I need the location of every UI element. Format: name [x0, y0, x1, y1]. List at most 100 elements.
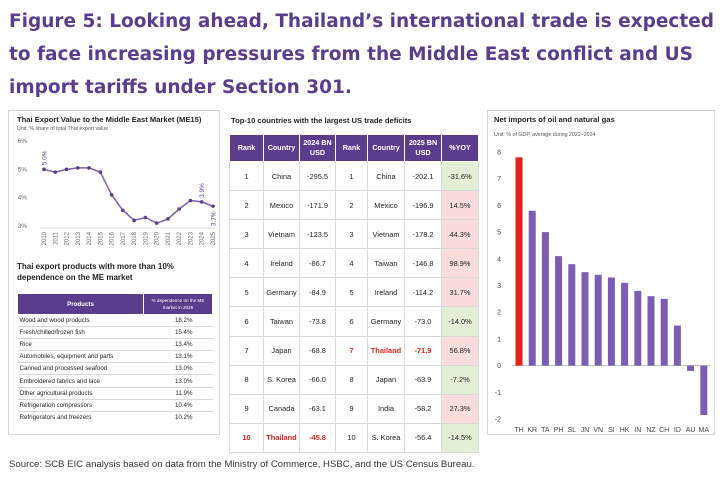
y-tick-label: 3% — [18, 223, 28, 230]
value-2025-cell: -63.9 — [404, 364, 442, 395]
rank-2025-cell: 4 — [335, 248, 368, 279]
y-tick-label: 6% — [18, 138, 28, 145]
table-row: Embroidered fabrics and lace 13.0% — [17, 374, 213, 388]
x-tick-label: JN — [581, 427, 590, 434]
table-row: Rice 13.4% — [17, 338, 213, 351]
yoy-change-cell: -14.0% — [441, 306, 479, 337]
country-2025-cell: Thailand — [367, 335, 405, 366]
rank-2024-cell: 9 — [229, 393, 264, 424]
rank-2025-cell: 7 — [335, 335, 368, 366]
bar — [568, 264, 576, 366]
bar — [621, 282, 629, 366]
x-tick-label: 2022 — [177, 231, 183, 245]
country-2024-cell: China — [263, 160, 300, 192]
x-tick-label: 2016 — [110, 231, 116, 245]
rank-2024-cell: 4 — [229, 248, 264, 279]
rank-2025-cell: 10 — [335, 422, 368, 453]
bar — [700, 365, 708, 415]
value-2024-cell: -84.9 — [299, 277, 336, 308]
rank-2025-cell: 1 — [335, 160, 368, 192]
product-dependence: 13.0% — [143, 362, 213, 375]
table-row: 6 Taiwan -73.8 6 Germany -73.0 -14.0% — [229, 306, 479, 337]
bar — [660, 298, 668, 366]
yoy-change-cell: 98.9% — [441, 248, 479, 279]
yoy-change-cell: 31.7% — [441, 277, 479, 308]
bar — [634, 290, 642, 366]
x-tick-label: CH — [659, 427, 669, 434]
country-2025-cell: Ireland — [367, 277, 405, 308]
country-2025-cell: India — [367, 393, 405, 424]
data-point — [64, 167, 69, 172]
y-tick-label: 4 — [497, 256, 501, 263]
data-point — [177, 207, 181, 211]
rank-2024-header: Rank — [229, 134, 264, 162]
value-2025-cell: -202.1 — [404, 160, 442, 192]
country-2024-cell: Japan — [263, 335, 300, 366]
deficit-table-title: Top-10 countries with the largest US tra… — [231, 116, 412, 125]
country-2024-cell: Canada — [263, 393, 300, 424]
value-2024-cell: -66.0 — [299, 364, 336, 395]
value-2025-cell: -56.4 — [404, 422, 442, 453]
value-2025-cell: -196.9 — [404, 190, 442, 221]
value-2024-header: 2024 BN USD — [299, 134, 336, 162]
x-tick-label: 2013 — [76, 231, 82, 245]
data-point — [199, 200, 204, 204]
country-2025-cell: Mexico — [367, 190, 405, 221]
value-2024-cell: -171.9 — [299, 190, 336, 221]
value-2024-cell: -63.1 — [299, 393, 336, 424]
data-point — [42, 167, 46, 172]
product-name: Refrigerators and freezers — [17, 410, 144, 424]
y-tick-label: 4% — [18, 195, 28, 202]
bar — [647, 296, 655, 366]
x-tick-label: 2010 — [42, 231, 48, 245]
x-tick-label: 2020 — [155, 231, 161, 245]
figure-title: Figure 5: Looking ahead, Thailand’s inte… — [9, 11, 715, 98]
product-name: Wood and wood products — [17, 313, 144, 327]
x-tick-label: 2019 — [143, 231, 149, 245]
x-tick-label: PH — [554, 427, 564, 434]
value-2024-cell: -86.7 — [299, 248, 336, 279]
table-row: 1 China -295.5 1 China -202.1 -31.6% — [229, 160, 479, 192]
country-2024-cell: Thailand — [263, 422, 300, 453]
bar-chart-unit: Unit: % of GDP, average during 2022–2024 — [494, 132, 596, 138]
value-2025-cell: -58.2 — [404, 393, 442, 424]
table-row: 4 Ireland -86.7 4 Taiwan -146.8 98.9% — [229, 248, 479, 279]
yoy-change-cell: -7.2% — [441, 364, 479, 395]
table-row: Wood and wood products 18.2% — [17, 313, 213, 327]
country-2024-cell: Ireland — [263, 248, 300, 279]
product-dependence: 13.4% — [143, 338, 213, 351]
y-tick-label: 5% — [18, 166, 28, 173]
data-point — [121, 208, 125, 213]
y-tick-label: 1 — [497, 336, 501, 343]
yoy-change-cell: 44.3% — [441, 219, 479, 250]
country-2024-cell: Mexico — [263, 190, 300, 221]
x-tick-label: ID — [674, 427, 681, 434]
table-row: Other agricultural products 11.9% — [17, 386, 213, 400]
data-label: 5.0% — [42, 150, 49, 165]
x-tick-label: NZ — [646, 427, 656, 434]
bar — [541, 232, 549, 366]
x-tick-label: IN — [634, 427, 641, 434]
bar — [594, 274, 602, 366]
rank-2024-cell: 3 — [229, 219, 264, 250]
yoy-change-cell: -31.6% — [441, 160, 479, 192]
product-dependence: 15.4% — [143, 326, 213, 339]
yoy-header: %YOY — [441, 134, 479, 162]
x-tick-label: 2021 — [166, 231, 172, 245]
country-2025-header: Country — [367, 134, 405, 162]
series-line — [43, 167, 214, 224]
table-row: 7 Japan -68.8 7 Thailand -71.9 56.8% — [229, 335, 479, 366]
x-tick-label: VN — [593, 427, 603, 434]
x-tick-label: TH — [514, 427, 523, 434]
oil-gas-panel: Net imports of oil and natural gas Unit:… — [487, 110, 715, 435]
x-tick-label: 2018 — [132, 231, 138, 245]
rank-2024-cell: 8 — [229, 364, 264, 395]
rank-2024-cell: 2 — [229, 190, 264, 221]
rank-2025-cell: 3 — [335, 219, 368, 250]
country-2025-cell: Japan — [367, 364, 405, 395]
x-tick-label: 2014 — [87, 231, 93, 245]
bar — [607, 277, 615, 366]
y-tick-label: 0 — [497, 363, 501, 370]
value-2025-cell: -146.8 — [404, 248, 442, 279]
table-row: 9 Canada -63.1 9 India -58.2 27.3% — [229, 393, 479, 424]
